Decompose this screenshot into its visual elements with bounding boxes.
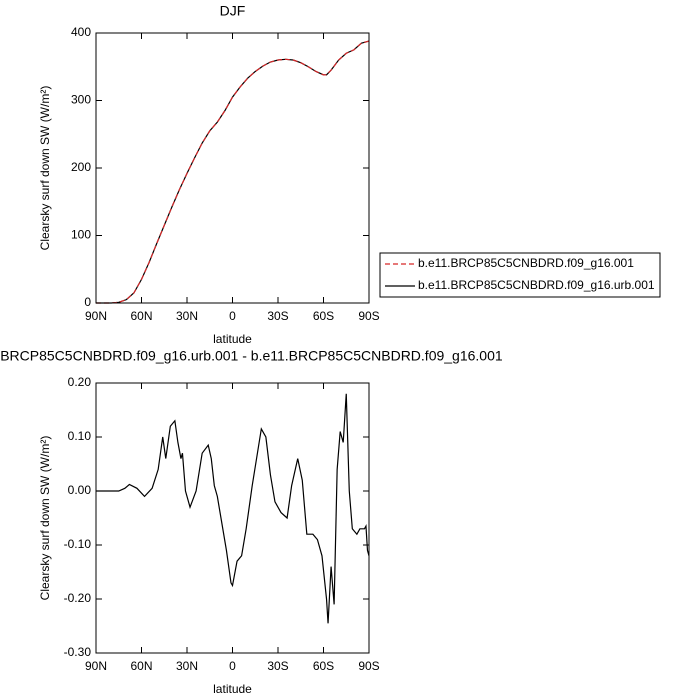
x-axis-label: latitude: [213, 682, 252, 696]
y-tick-label: 300: [71, 93, 91, 107]
data-line: [96, 393, 370, 624]
legend-box: [379, 252, 661, 298]
y-tick-label: 0: [84, 295, 91, 309]
data-line: [96, 40, 370, 304]
y-tick-label: 100: [71, 228, 91, 242]
y-tick-label: 400: [71, 25, 91, 39]
x-tick-label: 0: [229, 309, 236, 323]
x-tick-label: 60S: [313, 659, 334, 673]
plot-frame: [95, 32, 370, 304]
data-line: [96, 40, 370, 304]
x-tick-label: 30N: [176, 659, 198, 673]
y-tick-label: 200: [71, 160, 91, 174]
x-tick-label: 60S: [313, 309, 334, 323]
x-tick-label: 60N: [130, 309, 152, 323]
x-tick-label: 30S: [267, 659, 288, 673]
y-tick-label: -0.30: [64, 645, 92, 659]
y-axis-label: Clearsky surf down SW (W/m²): [38, 436, 52, 601]
x-tick-label: 0: [229, 659, 236, 673]
y-axis-label: Clearsky surf down SW (W/m²): [38, 86, 52, 251]
y-tick-label: 0.00: [68, 483, 92, 497]
x-tick-label: 90N: [85, 659, 107, 673]
x-tick-label: 90S: [358, 659, 379, 673]
plot-frame: [95, 382, 370, 654]
x-tick-label: 90N: [85, 309, 107, 323]
y-tick-label: 0.10: [68, 429, 92, 443]
x-tick-label: 30N: [176, 309, 198, 323]
x-tick-label: 60N: [130, 659, 152, 673]
legend-label: b.e11.BRCP85C5CNBDRD.f09_g16.001: [418, 256, 634, 270]
x-tick-label: 90S: [358, 309, 379, 323]
chart-title: DJF: [220, 3, 246, 19]
legend-label: b.e11.BRCP85C5CNBDRD.f09_g16.urb.001: [418, 278, 655, 292]
y-tick-label: -0.10: [64, 537, 92, 551]
x-tick-label: 30S: [267, 309, 288, 323]
x-axis-label: latitude: [213, 332, 252, 346]
y-tick-label: -0.20: [64, 591, 92, 605]
y-tick-label: 0.20: [68, 375, 92, 389]
chart-title: b.e11.BRCP85C5CNBDRD.f09_g16.urb.001 - b…: [0, 348, 503, 364]
